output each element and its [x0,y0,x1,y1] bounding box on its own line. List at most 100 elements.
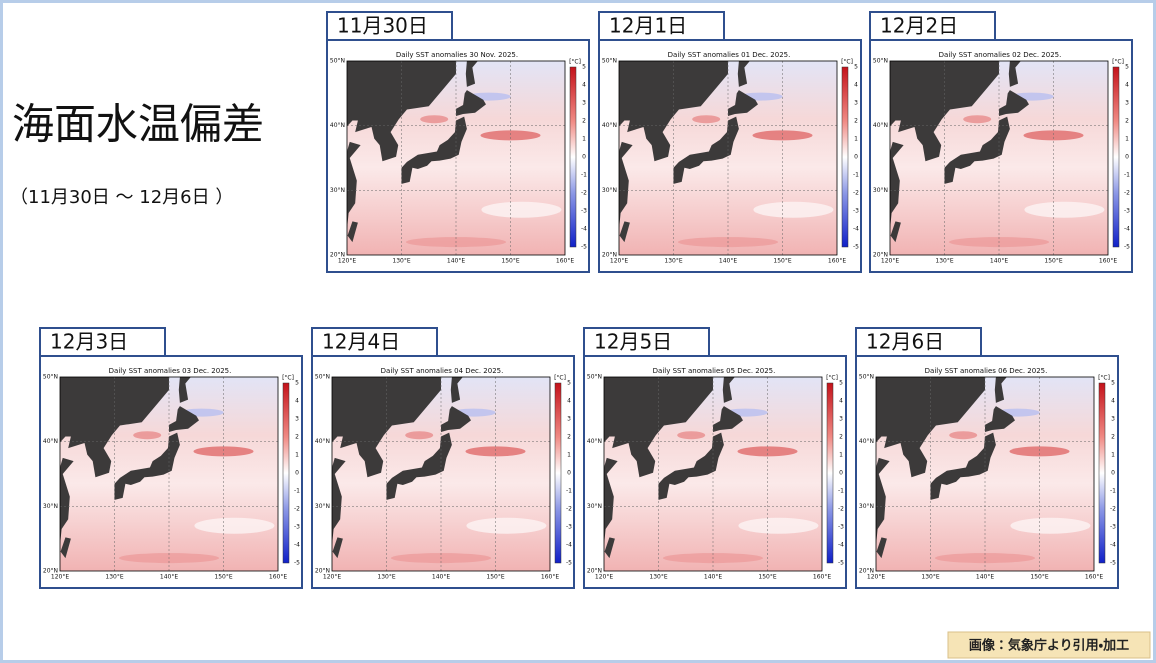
lat-label: 20°N [602,252,617,259]
colorbar-label: 4 [567,398,571,405]
land [944,116,1010,184]
map-border [346,60,566,256]
colorbar-label: -1 [566,488,572,495]
map [60,377,278,571]
anomaly-area [752,130,813,141]
colorbar-label: 2 [1125,118,1129,125]
colorbar-label: 3 [839,416,843,423]
colorbar-label: 1 [567,452,571,459]
colorbar-label: -4 [1110,542,1116,549]
map-title: Daily SST anomalies 06 Dec. 2025. [925,367,1048,375]
map-border [889,60,1109,256]
colorbar-unit: [°C] [569,59,581,66]
colorbar [282,382,290,564]
colorbar-label: -4 [1124,226,1130,233]
colorbar-label: -2 [566,506,572,513]
colorbar-label: 1 [1125,136,1129,143]
colorbar-label: 1 [295,452,299,459]
lon-label: 160°E [828,258,846,265]
colorbar-label: 2 [567,434,571,441]
colorbar-label: -4 [566,542,572,549]
map [876,377,1094,571]
anomaly-area [1010,517,1091,534]
anomaly-area [405,431,434,440]
panel-tab [598,11,725,41]
lat-label: 20°N [315,568,330,575]
land [890,221,901,243]
colorbar-unit: [°C] [1112,59,1124,66]
land [332,537,343,559]
colorbar-label: 0 [295,470,299,477]
lon-label: 130°E [105,574,123,581]
land [876,457,890,546]
panel-date: 12月3日 [50,330,128,354]
land [999,90,1029,116]
colorbar [1112,66,1120,248]
lon-label: 120°E [595,574,613,581]
colorbar-label: 5 [839,380,843,387]
land [713,406,743,432]
colorbar-label: 3 [1111,416,1115,423]
colorbar-label: 1 [854,136,858,143]
lat-label: 30°N [873,187,888,194]
colorbar-label: 3 [1125,100,1129,107]
anomaly-area [1024,201,1105,218]
lon-label: 130°E [649,574,667,581]
lon-label: 150°E [501,258,519,265]
colorbar-label: -2 [1110,506,1116,513]
map [332,377,550,571]
lon-label: 120°E [51,574,69,581]
land [994,377,1007,403]
colorbar-label: -2 [853,190,859,197]
land [728,90,758,116]
land [619,61,728,162]
lon-label: 150°E [773,258,791,265]
map-title: Daily SST anomalies 30 Nov. 2025. [396,51,518,59]
colorbar-label: 1 [839,452,843,459]
anomaly-area [738,517,819,534]
panel-date: 12月2日 [880,14,958,38]
lat-label: 20°N [859,568,874,575]
land [450,377,463,403]
anomaly-area [133,431,162,440]
colorbar-label: -5 [294,560,300,567]
lon-label: 160°E [269,574,287,581]
map-title: Daily SST anomalies 05 Dec. 2025. [653,367,776,375]
panel-date: 12月1日 [609,14,687,38]
panel-tab [311,327,438,357]
colorbar [841,66,849,248]
anomaly-area [753,201,834,218]
colorbar-label: 0 [582,154,586,161]
lat-label: 50°N [43,374,58,381]
colorbar-label: 5 [567,380,571,387]
anomaly-area [1009,446,1070,457]
map-border [331,376,551,572]
land [985,406,1015,432]
colorbar-label: -3 [838,524,844,531]
panel-tab [855,327,982,357]
lat-label: 40°N [587,438,602,445]
land [114,432,180,500]
colorbar-label: 0 [839,470,843,477]
anomaly-area [465,446,526,457]
colorbar-label: -2 [838,506,844,513]
colorbar-unit: [°C] [554,375,566,382]
colorbar [569,66,577,248]
colorbar-label: 4 [839,398,843,405]
colorbar-label: -1 [294,488,300,495]
lon-label: 130°E [921,574,939,581]
anomaly-area [420,115,449,124]
land [169,406,199,432]
credit: 画像：気象庁より引用・加工 [969,638,1129,654]
lon-label: 160°E [1085,574,1103,581]
colorbar-label: -3 [853,208,859,215]
lat-label: 50°N [330,58,345,65]
land [604,537,615,559]
land [60,457,74,546]
map-border [59,376,279,572]
lat-label: 30°N [859,503,874,510]
lon-label: 140°E [447,258,465,265]
